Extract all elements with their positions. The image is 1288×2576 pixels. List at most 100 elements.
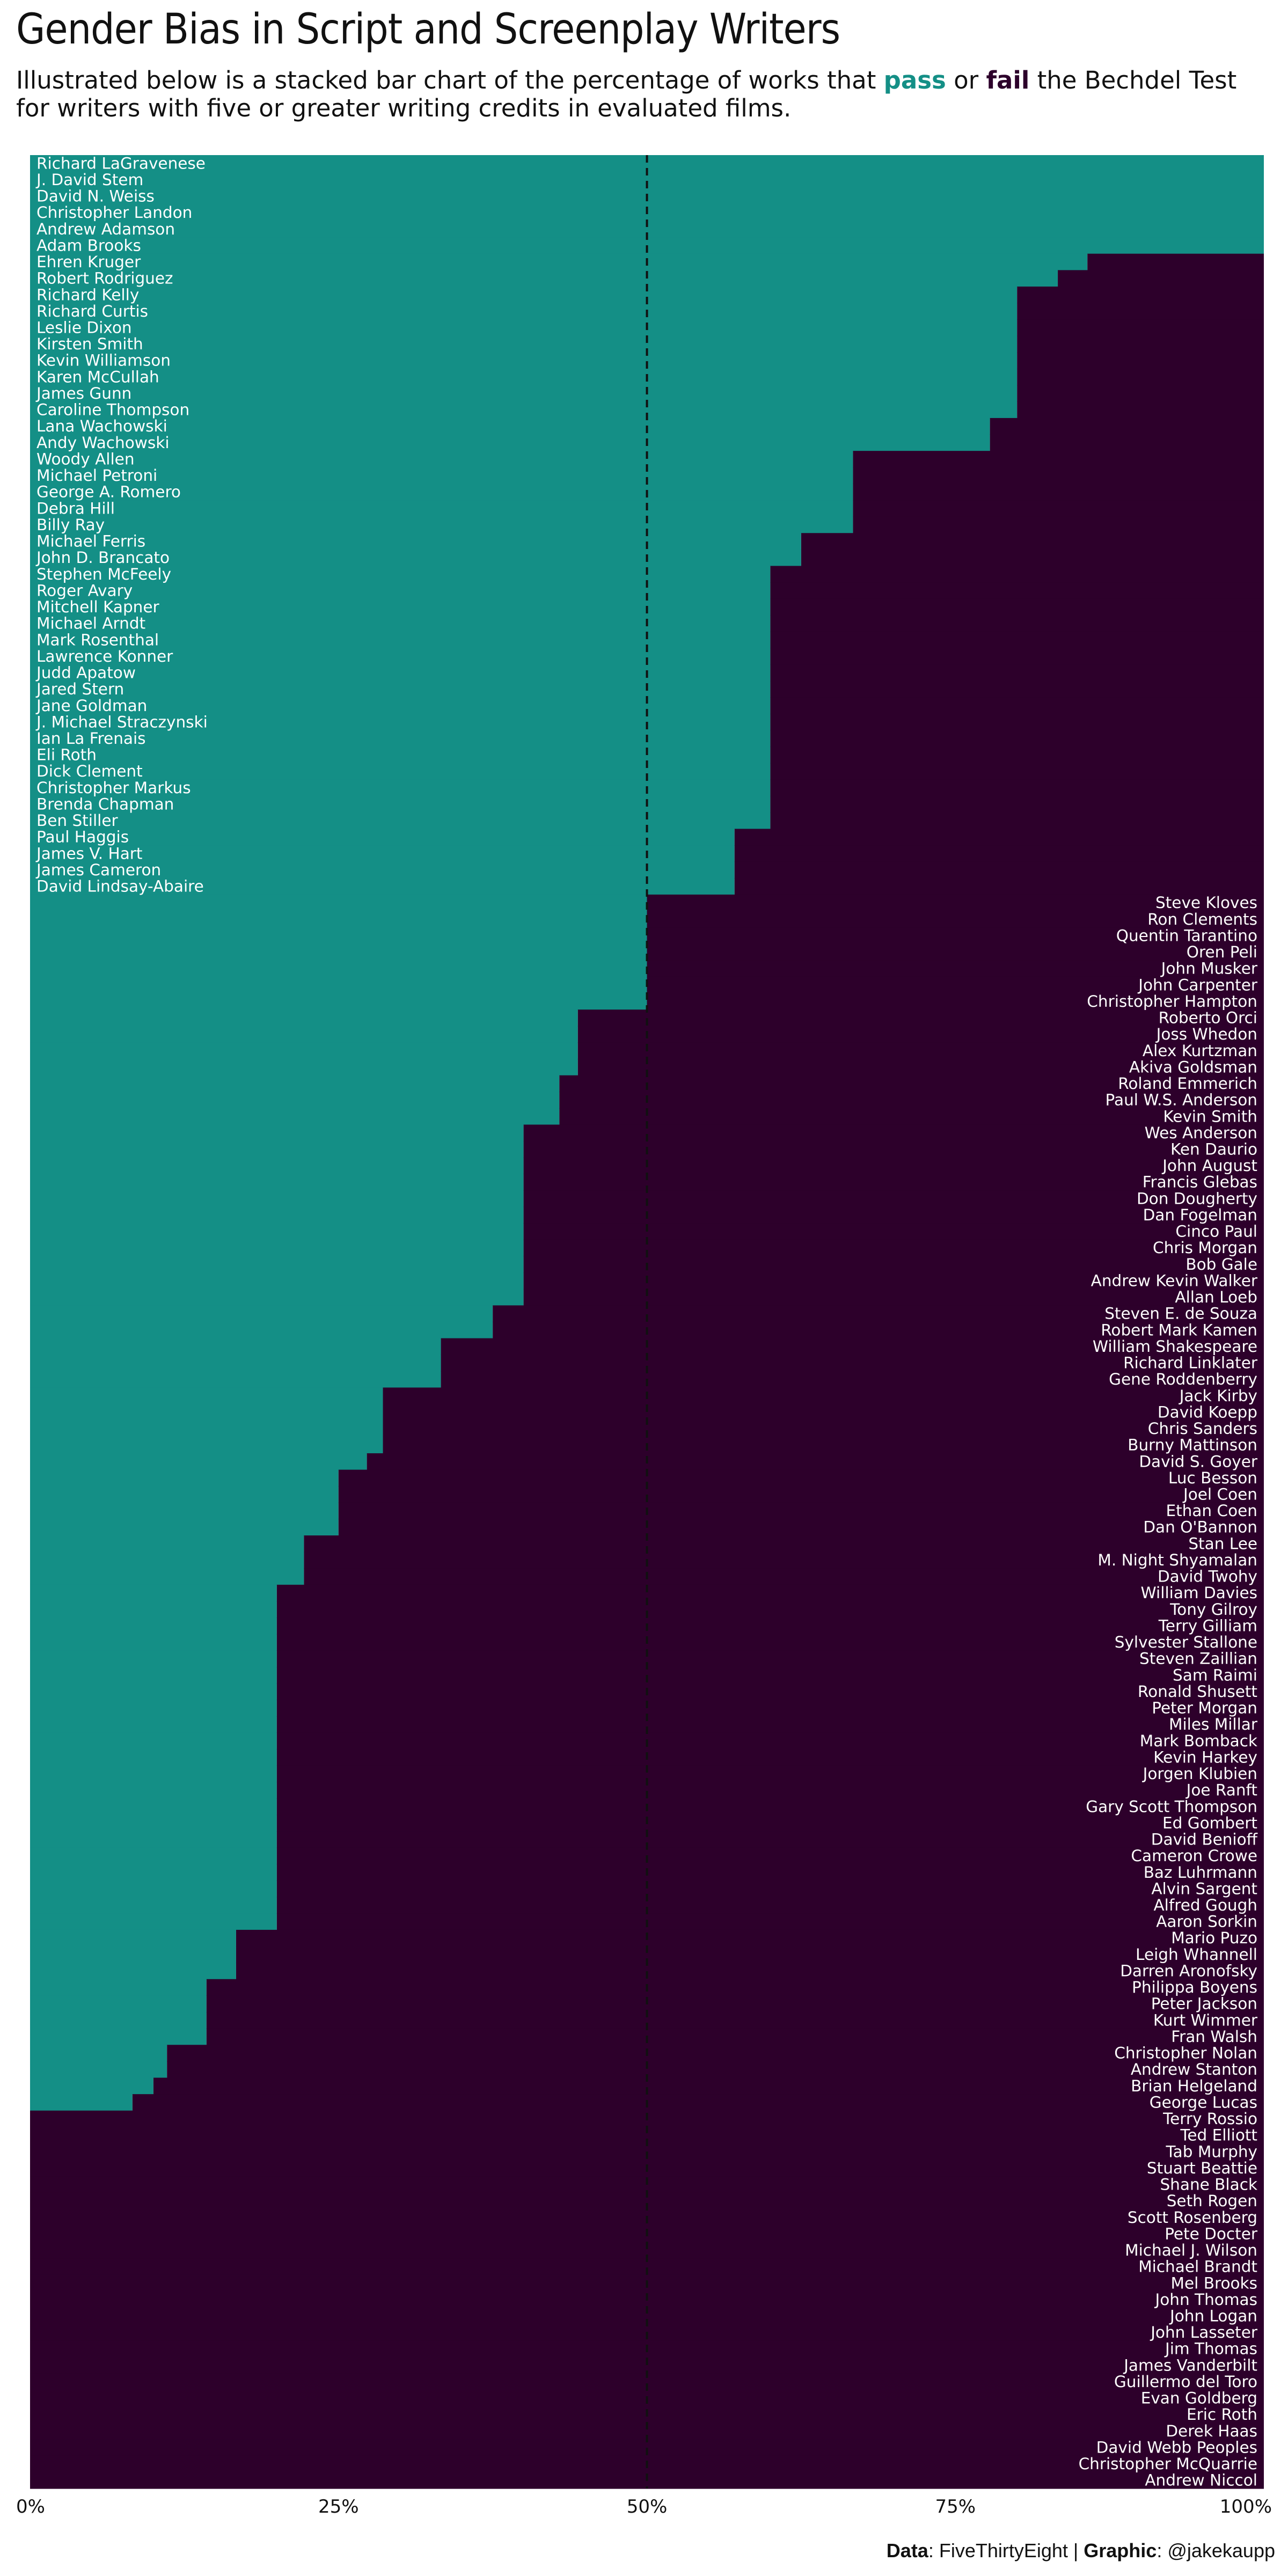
bar-pass-68 bbox=[30, 1272, 524, 1290]
bar-pass-15 bbox=[30, 401, 1018, 419]
writer-label-50: John Carpenter bbox=[1137, 976, 1258, 994]
bar-fail-50 bbox=[647, 976, 1264, 994]
subtitle-text-2: the Bechdel Test for writers with five o… bbox=[16, 66, 1237, 122]
writer-label-18: Woody Allen bbox=[36, 450, 135, 468]
bar-pass-104 bbox=[30, 1864, 277, 1881]
writer-label-4: Andrew Adamson bbox=[36, 220, 175, 238]
bar-fail-12 bbox=[1017, 352, 1264, 369]
bar-pass-42 bbox=[30, 845, 735, 862]
writer-label-49: John Musker bbox=[1160, 960, 1258, 978]
bar-pass-76 bbox=[30, 1404, 383, 1421]
bar-pass-24 bbox=[30, 549, 801, 567]
x-tick-label-4: 100% bbox=[1220, 2496, 1272, 2518]
bar-pass-20 bbox=[30, 484, 853, 501]
bar-pass-118 bbox=[30, 2094, 133, 2111]
bar-fail-98 bbox=[276, 1765, 1264, 1782]
writer-label-0: Richard LaGravenese bbox=[36, 154, 206, 172]
bar-fail-45 bbox=[647, 894, 1264, 912]
writer-label-30: Lawrence Konner bbox=[36, 647, 173, 665]
writer-label-96: Mark Bomback bbox=[1140, 1732, 1257, 1750]
bar-pass-88 bbox=[30, 1601, 277, 1618]
bar-pass-80 bbox=[30, 1469, 339, 1487]
bar-fail-104 bbox=[276, 1864, 1264, 1881]
bar-fail-60 bbox=[523, 1141, 1264, 1158]
bar-fail-70 bbox=[493, 1305, 1264, 1322]
writer-label-42: James V. Hart bbox=[35, 844, 143, 862]
subtitle-pass-word: pass bbox=[883, 66, 946, 94]
bar-pass-43 bbox=[30, 861, 735, 879]
bar-fail-16 bbox=[990, 418, 1264, 435]
bar-pass-57 bbox=[30, 1092, 560, 1109]
chart-subtitle: Illustrated below is a stacked bar chart… bbox=[16, 67, 1272, 122]
bar-fail-57 bbox=[559, 1092, 1264, 1109]
writer-label-90: Sylvester Stallone bbox=[1115, 1633, 1257, 1651]
writer-label-114: Fran Walsh bbox=[1171, 2028, 1257, 2046]
writer-label-45: Steve Kloves bbox=[1155, 894, 1257, 912]
writer-label-88: Tony Gilroy bbox=[1169, 1600, 1257, 1619]
bar-pass-14 bbox=[30, 385, 1018, 402]
writer-label-122: Stuart Beattie bbox=[1147, 2159, 1257, 2177]
writer-label-23: Michael Ferris bbox=[36, 532, 145, 551]
bar-fail-20 bbox=[853, 484, 1264, 501]
bar-pass-109 bbox=[30, 1946, 236, 1963]
bar-fail-83 bbox=[338, 1519, 1264, 1536]
bar-fail-107 bbox=[276, 1913, 1264, 1930]
writer-label-60: Ken Daurio bbox=[1170, 1140, 1257, 1158]
writer-label-14: James Gunn bbox=[35, 384, 131, 402]
bar-pass-40 bbox=[30, 812, 771, 830]
bar-pass-87 bbox=[30, 1584, 277, 1602]
writer-label-136: Evan Goldberg bbox=[1141, 2389, 1257, 2407]
bar-fail-35 bbox=[770, 730, 1264, 747]
writer-label-57: Paul W.S. Anderson bbox=[1106, 1091, 1257, 1109]
x-tick-label-0: 0% bbox=[16, 2496, 45, 2518]
bar-fail-96 bbox=[276, 1732, 1264, 1750]
writer-label-141: Andrew Niccol bbox=[1145, 2471, 1257, 2490]
bar-fail-31 bbox=[770, 664, 1264, 682]
bar-fail-114 bbox=[206, 2028, 1264, 2045]
bar-pass-108 bbox=[30, 1929, 236, 1947]
writer-label-62: Francis Glebas bbox=[1143, 1173, 1257, 1191]
bar-pass-74 bbox=[30, 1371, 441, 1388]
bar-fail-18 bbox=[853, 451, 1264, 468]
writer-label-115: Christopher Nolan bbox=[1114, 2044, 1257, 2062]
bar-fail-44 bbox=[734, 878, 1264, 895]
bar-fail-85 bbox=[304, 1552, 1264, 1569]
bar-pass-86 bbox=[30, 1568, 304, 1585]
writer-label-19: Michael Petroni bbox=[36, 466, 157, 485]
writer-label-85: M. Night Shyamalan bbox=[1097, 1551, 1257, 1569]
bar-fail-88 bbox=[276, 1601, 1264, 1618]
writer-label-67: Bob Gale bbox=[1185, 1255, 1257, 1274]
writer-label-81: Joel Coen bbox=[1182, 1485, 1257, 1504]
writer-label-92: Sam Raimi bbox=[1173, 1666, 1257, 1684]
bar-pass-75 bbox=[30, 1387, 383, 1404]
writer-label-68: Andrew Kevin Walker bbox=[1091, 1271, 1258, 1290]
bar-fail-14 bbox=[1017, 385, 1264, 402]
subtitle-fail-word: fail bbox=[986, 66, 1030, 94]
source-credit: Data: FiveThirtyEight | Graphic: @jakeka… bbox=[887, 2540, 1275, 2562]
writer-label-103: Cameron Crowe bbox=[1131, 1847, 1257, 1865]
bar-fail-84 bbox=[304, 1535, 1264, 1553]
bar-pass-36 bbox=[30, 747, 771, 764]
writer-label-83: Dan O'Bannon bbox=[1143, 1518, 1257, 1536]
writer-label-61: John August bbox=[1161, 1157, 1257, 1175]
bar-fail-8 bbox=[1017, 286, 1264, 304]
bar-pass-9 bbox=[30, 303, 1018, 320]
writer-label-97: Kevin Harkey bbox=[1153, 1748, 1257, 1766]
bar-fail-102 bbox=[276, 1831, 1264, 1848]
bar-fail-110 bbox=[236, 1963, 1264, 1980]
writer-label-32: Jared Stern bbox=[35, 680, 124, 698]
writer-label-129: Mel Brooks bbox=[1171, 2274, 1257, 2292]
writer-label-91: Steven Zaillian bbox=[1139, 1650, 1257, 1668]
writer-label-35: Ian La Frenais bbox=[36, 729, 146, 748]
writer-label-113: Kurt Wimmer bbox=[1153, 2011, 1258, 2029]
writer-label-132: John Lasseter bbox=[1150, 2323, 1258, 2341]
bar-fail-49 bbox=[647, 960, 1264, 977]
bar-fail-13 bbox=[1017, 369, 1264, 386]
writer-label-82: Ethan Coen bbox=[1166, 1502, 1257, 1520]
bar-fail-39 bbox=[770, 796, 1264, 813]
bar-pass-94 bbox=[30, 1700, 277, 1717]
writer-label-84: Stan Lee bbox=[1188, 1534, 1257, 1553]
bar-fail-61 bbox=[523, 1157, 1264, 1175]
bar-pass-47 bbox=[30, 927, 647, 945]
writer-label-41: Paul Haggis bbox=[36, 828, 129, 846]
